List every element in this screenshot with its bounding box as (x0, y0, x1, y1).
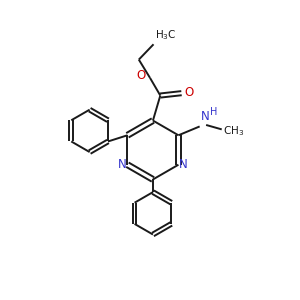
Text: O: O (184, 86, 194, 99)
Text: O: O (136, 69, 146, 82)
Text: N: N (118, 158, 127, 171)
Text: N: N (201, 110, 210, 124)
Text: N: N (179, 158, 188, 171)
Text: H$_3$C: H$_3$C (155, 28, 177, 42)
Text: CH$_3$: CH$_3$ (223, 124, 244, 138)
Text: H: H (210, 107, 217, 117)
